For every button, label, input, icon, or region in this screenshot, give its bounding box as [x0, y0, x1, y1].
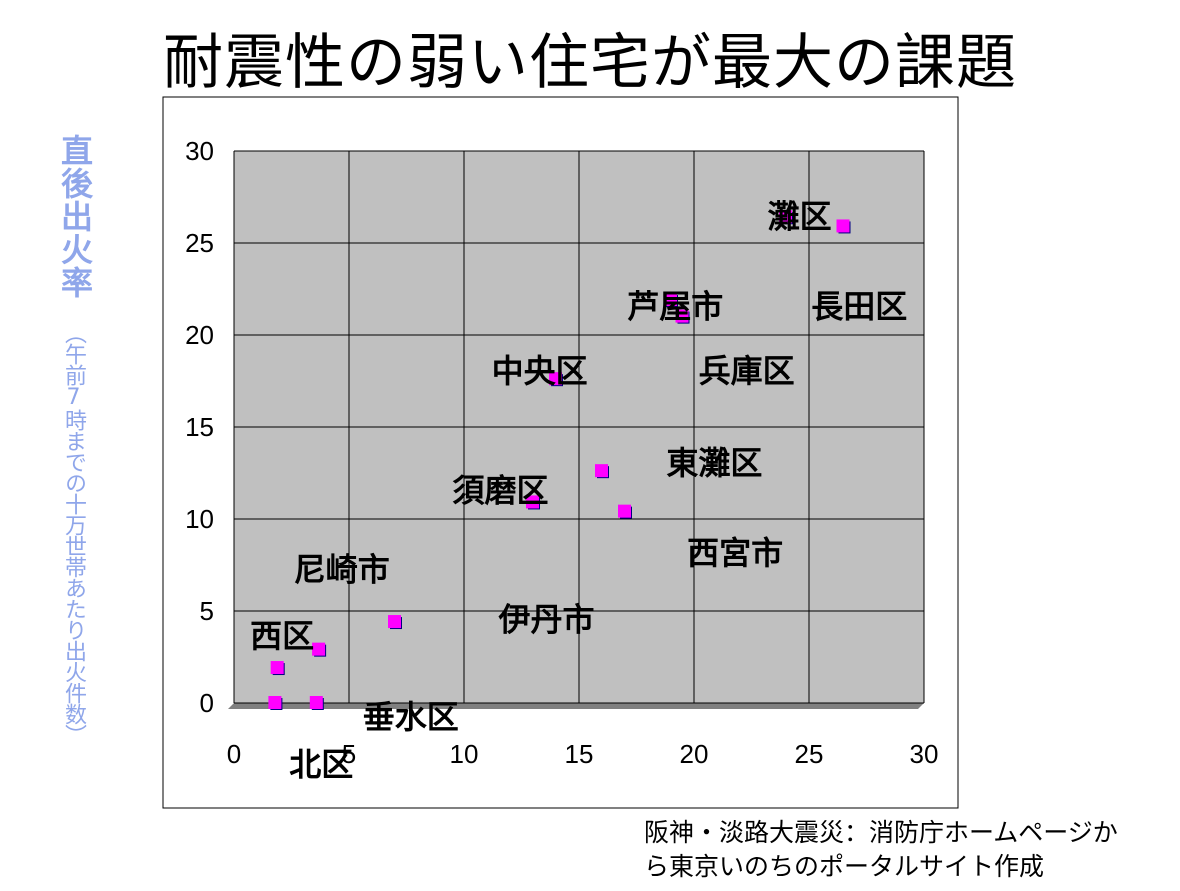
point-label: 西宮市	[687, 534, 783, 572]
grid-lines	[233, 150, 925, 704]
point-label: 長田区	[811, 288, 907, 326]
data-point-marker	[779, 210, 792, 224]
point-label: 垂水区	[363, 698, 459, 736]
page-title: 耐震性の弱い住宅が最大の課題	[163, 28, 1017, 98]
data-point	[595, 464, 609, 479]
x-tick-label: 5	[342, 739, 356, 769]
point-label: 兵庫区	[699, 352, 795, 390]
x-axis-ticks: 0 5 10 15 20 25 30	[227, 739, 939, 769]
data-point-marker	[270, 661, 284, 675]
source-line-2: ら東京いのちのポータルサイト作成	[644, 852, 1045, 881]
y-tick-label: 0	[200, 688, 214, 718]
point-label: 西区	[250, 617, 314, 655]
point-label: 中央区	[492, 352, 588, 390]
source-line-1: 阪神・淡路大震災：消防庁ホームページか	[644, 818, 1118, 847]
data-point-marker	[549, 372, 562, 386]
data-point	[268, 696, 283, 710]
x-tick-label: 15	[565, 739, 594, 769]
data-point-marker	[664, 293, 677, 307]
y-tick-label: 10	[185, 504, 214, 534]
data-point-marker	[388, 615, 401, 629]
data-point-marker	[618, 504, 631, 518]
data-point	[270, 661, 285, 676]
data-point-marker	[595, 464, 608, 478]
data-point-marker	[312, 642, 326, 656]
data-point-marker	[309, 696, 323, 709]
data-point-marker	[268, 696, 282, 709]
point-label: 須磨区	[453, 472, 549, 510]
x-tick-label: 20	[680, 739, 709, 769]
source-note: 阪神・淡路大震災：消防庁ホームページか ら東京いのちのポータルサイト作成	[644, 816, 1174, 884]
point-label: 北区	[289, 746, 353, 784]
point-label: 尼崎市	[294, 551, 390, 589]
point-label: 東灘区	[666, 444, 762, 482]
y-tick-label: 5	[200, 596, 214, 626]
data-point	[779, 210, 793, 225]
data-point	[836, 219, 851, 234]
x-tick-label: 30	[910, 739, 939, 769]
y-axis-ticks: 0 5 10 15 20 25 30	[185, 136, 214, 718]
data-points	[268, 210, 851, 710]
point-label: 灘区	[768, 197, 832, 235]
data-point	[526, 495, 540, 510]
data-point	[309, 696, 324, 710]
plot-floor	[228, 703, 924, 709]
y-axis-label: 直後出火率	[56, 134, 94, 299]
y-tick-label: 30	[185, 136, 214, 166]
point-label: 芦屋市	[627, 288, 723, 326]
data-point	[675, 309, 690, 324]
data-point	[312, 642, 327, 657]
y-tick-label: 20	[185, 320, 214, 350]
x-tick-label: 10	[450, 739, 479, 769]
data-point	[388, 615, 402, 630]
data-point-marker	[836, 219, 850, 233]
x-tick-label: 25	[795, 739, 824, 769]
y-tick-label: 25	[185, 228, 214, 258]
data-point	[664, 293, 678, 308]
data-point	[549, 372, 563, 387]
data-point	[618, 504, 632, 519]
y-axis-label-note: （午前7時までの十万世帯あたり出火件数）	[61, 322, 86, 745]
data-point-marker	[675, 309, 689, 323]
point-label: 伊丹市	[498, 600, 595, 638]
y-tick-label: 15	[185, 412, 214, 442]
x-tick-label: 0	[227, 739, 241, 769]
data-point-marker	[526, 495, 539, 509]
